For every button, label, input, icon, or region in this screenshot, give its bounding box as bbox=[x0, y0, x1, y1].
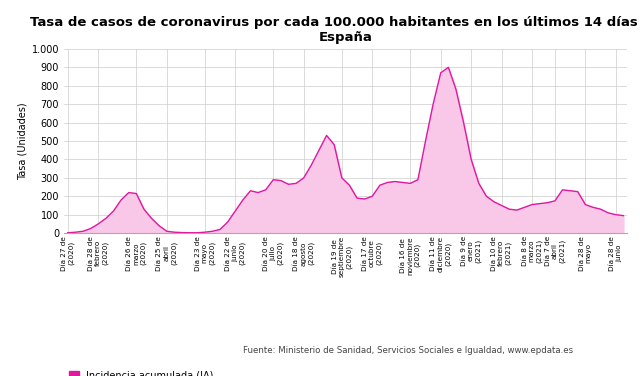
Y-axis label: Tasa (Unidades): Tasa (Unidades) bbox=[17, 102, 28, 180]
Legend: Incidencia acumulada (IA): Incidencia acumulada (IA) bbox=[69, 371, 214, 376]
Text: Fuente: Ministerio de Sanidad, Servicios Sociales e Igualdad, www.epdata.es: Fuente: Ministerio de Sanidad, Servicios… bbox=[243, 346, 573, 355]
Title: Tasa de casos de coronavirus por cada 100.000 habitantes en los últimos 14 días : Tasa de casos de coronavirus por cada 10… bbox=[30, 15, 640, 44]
